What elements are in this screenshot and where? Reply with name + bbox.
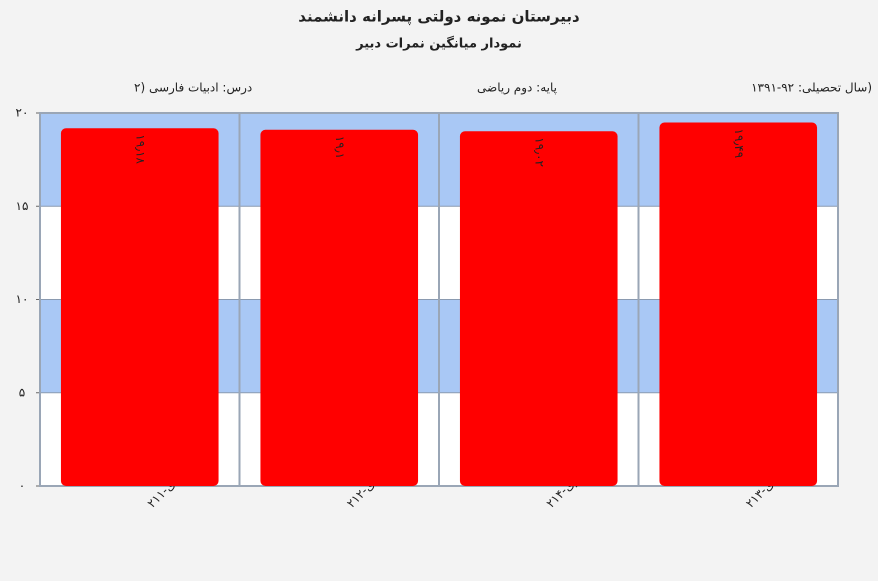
info-year: (سال تحصیلی: ۹۲-۱۳۹۱: [751, 81, 872, 95]
bar: [659, 122, 818, 486]
bar: [260, 129, 419, 486]
data-label: ۱۹٫۰۲: [532, 137, 546, 167]
y-tick-label: ۱۰: [16, 292, 29, 306]
y-tick-label: ۵: [19, 385, 25, 399]
plot-border: [39, 112, 839, 487]
bar: [459, 131, 618, 487]
data-label: ۱۹٫۱: [333, 136, 347, 159]
data-label: ۱۹٫۱۸: [133, 134, 147, 164]
info-grade: پایه: دوم ریاضی: [477, 81, 557, 96]
chart-subtitle: نمودار میانگین نمرات دبیر: [355, 36, 522, 52]
info-course: درس: ادبیات فارسی (۲: [134, 81, 252, 96]
data-label: ۱۹٫۴۹: [732, 129, 746, 159]
y-tick-label: ۱۵: [16, 199, 29, 213]
y-tick-label: ۲۰: [16, 106, 29, 120]
y-tick-label: ۰: [19, 479, 25, 493]
bar: [60, 128, 219, 486]
chart-title: دبیرستان نمونه دولتی پسرانه دانشمند: [298, 8, 580, 27]
